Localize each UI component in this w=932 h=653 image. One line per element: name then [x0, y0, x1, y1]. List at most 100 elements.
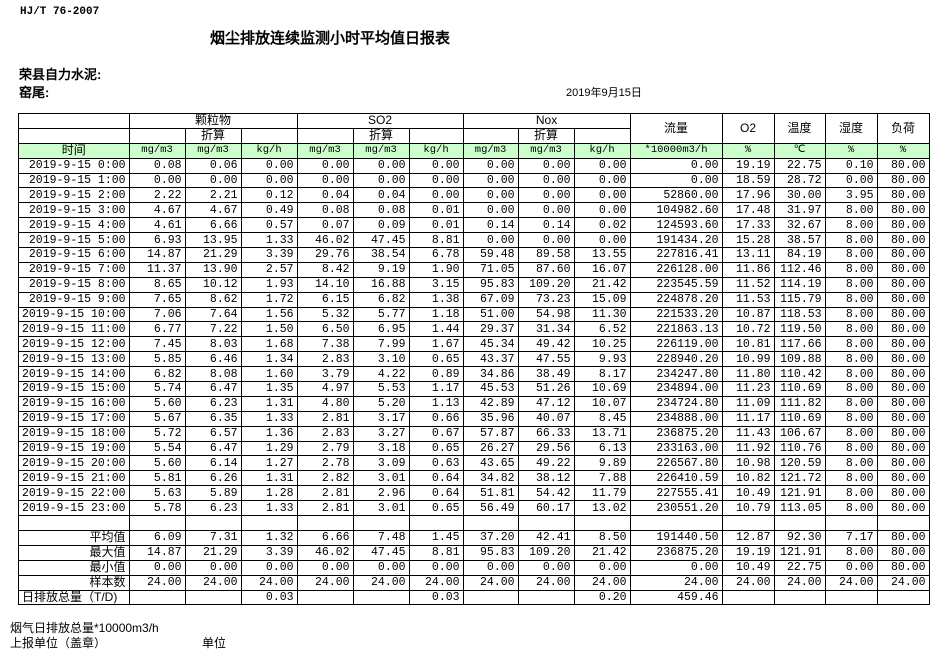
table-cell: 5.60 [128, 395, 186, 412]
table-cell [352, 589, 410, 606]
table-cell: 0.20 [573, 589, 631, 606]
table-cell: 8.00 [824, 291, 878, 308]
table-cell [296, 515, 354, 531]
table-cell: 45.53 [462, 381, 519, 397]
report-date: 2019年9月15日 [566, 87, 642, 99]
table-cell: 66.33 [517, 425, 575, 442]
table-cell: 13.71 [573, 425, 631, 442]
table-cell: 24.00 [296, 574, 354, 591]
table-cell: 1.44 [408, 321, 464, 338]
table-cell: 24.00 [240, 574, 298, 591]
row-label: 2019-9-15 0:00 [18, 157, 130, 174]
table-cell: 80.00 [876, 202, 930, 219]
table-cell: 10.25 [573, 336, 631, 353]
table-cell: 0.00 [408, 187, 464, 204]
table-cell: 24.00 [517, 574, 575, 591]
table-cell: 5.81 [128, 470, 186, 487]
table-cell: 0.02 [573, 217, 631, 234]
table-row: 2019-9-15 18:00 5.72 6.57 1.36 2.83 3.27 0.67 5… [18, 425, 930, 442]
table-cell: 10.82 [721, 470, 775, 487]
header-converted-so2: 折算 [352, 127, 410, 144]
table-cell: 8.08 [184, 366, 242, 383]
table-cell: 80.00 [876, 247, 930, 263]
table-cell: 117.66 [773, 336, 826, 353]
table-cell: 54.98 [517, 306, 575, 323]
table-cell: 7.38 [296, 336, 354, 353]
table-cell: 80.00 [876, 529, 930, 546]
table-cell: 29.56 [517, 440, 575, 457]
table-cell: 38.49 [517, 366, 575, 383]
unit-cell: kg/h [408, 142, 464, 159]
flue-gas-total-label: 烟气日排放总量*10000m3/h [10, 621, 159, 635]
table-cell: 10.49 [721, 485, 775, 502]
table-cell: 223545.59 [629, 276, 723, 293]
table-cell: 221533.20 [629, 306, 723, 323]
table-cell: 13.02 [573, 500, 631, 517]
table-row: 2019-9-15 21:00 5.81 6.26 1.31 2.82 3.01 0.64 3… [18, 470, 930, 487]
table-cell: 4.67 [128, 202, 186, 219]
table-cell: 2.79 [296, 440, 354, 457]
unit-cell: mg/m3 [296, 142, 354, 159]
table-cell: 47.55 [517, 351, 575, 368]
table-cell: 109.88 [773, 351, 826, 368]
table-cell: 3.27 [352, 425, 410, 442]
table-cell: 45.34 [462, 336, 519, 353]
table-cell: 1.17 [408, 381, 464, 397]
table-cell: 34.82 [462, 470, 519, 487]
table-cell: 8.00 [824, 485, 878, 502]
table-cell: 1.35 [240, 381, 298, 397]
table-cell [721, 515, 775, 531]
table-cell: 80.00 [876, 157, 930, 174]
header-nox: Nox [462, 113, 631, 129]
table-cell: 114.19 [773, 276, 826, 293]
table-cell: 35.96 [462, 410, 519, 427]
table-cell: 0.00 [240, 157, 298, 174]
table-cell: 8.00 [824, 217, 878, 234]
table-cell: 110.42 [773, 366, 826, 383]
table-cell: 80.00 [876, 291, 930, 308]
table-cell: 80.00 [876, 455, 930, 472]
table-cell: 0.07 [296, 217, 354, 234]
table-row: 2019-9-15 20:00 5.60 6.14 1.27 2.78 3.09 0.63 4… [18, 455, 930, 472]
table-cell: 0.67 [408, 425, 464, 442]
unit-cell: kg/h [573, 142, 631, 159]
row-label: 2019-9-15 3:00 [18, 202, 130, 219]
table-cell: 0.00 [240, 559, 298, 576]
table-cell [18, 515, 130, 531]
table-cell [184, 589, 242, 606]
table-cell: 0.00 [184, 172, 242, 189]
table-cell: 13.95 [184, 232, 242, 249]
table-cell: 80.00 [876, 395, 930, 412]
unit-cell: % [876, 142, 930, 159]
table-cell: 60.17 [517, 500, 575, 517]
table-cell: 3.01 [352, 500, 410, 517]
table-cell: 14.10 [296, 276, 354, 293]
table-row: 2019-9-15 3:00 4.67 4.67 0.49 0.08 0.08 0.01 0.… [18, 202, 930, 219]
table-cell: 1.33 [240, 500, 298, 517]
table-cell: 11.86 [721, 261, 775, 278]
table-cell: 227816.41 [629, 247, 723, 263]
table-cell: 0.00 [517, 187, 575, 204]
table-cell: 1.72 [240, 291, 298, 308]
unit-cell: % [824, 142, 878, 159]
table-cell: 26.27 [462, 440, 519, 457]
table-cell: 6.46 [184, 351, 242, 368]
table-cell: 120.59 [773, 455, 826, 472]
table-cell: 1.34 [240, 351, 298, 368]
table-cell: 24.00 [721, 574, 775, 591]
table-cell: 31.97 [773, 202, 826, 219]
header-humidity: 湿度 [824, 113, 878, 144]
table-cell: 8.00 [824, 202, 878, 219]
table-cell: 0.64 [408, 485, 464, 502]
table-cell [352, 515, 410, 531]
table-cell: 227555.41 [629, 485, 723, 502]
header-blank [18, 113, 130, 129]
table-cell: 1.90 [408, 261, 464, 278]
table-cell: 11.17 [721, 410, 775, 427]
header-blank [18, 127, 130, 144]
table-cell: 3.01 [352, 470, 410, 487]
table-cell: 6.15 [296, 291, 354, 308]
unit-cell: mg/m3 [462, 142, 519, 159]
table-cell: 6.57 [184, 425, 242, 442]
table-cell: 226410.59 [629, 470, 723, 487]
